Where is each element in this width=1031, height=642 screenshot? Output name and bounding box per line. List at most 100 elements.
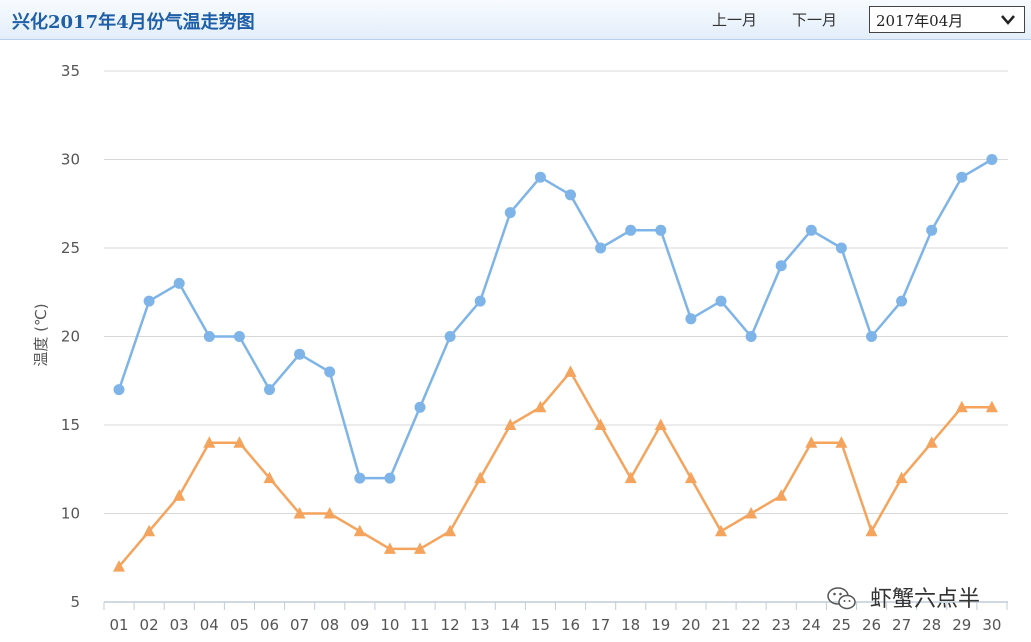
data-point-1 bbox=[203, 331, 215, 342]
data-point-2 bbox=[805, 436, 818, 448]
data-point-1 bbox=[504, 207, 516, 219]
data-point-2 bbox=[414, 542, 426, 554]
series-line-1 bbox=[117, 158, 993, 480]
data-point-1 bbox=[444, 331, 456, 342]
data-point-2 bbox=[233, 436, 246, 448]
data-point-2 bbox=[985, 400, 998, 413]
x-tick-label: 13 bbox=[471, 616, 490, 634]
data-point-1 bbox=[896, 295, 908, 307]
data-point-2 bbox=[504, 418, 517, 430]
data-point-1 bbox=[143, 295, 155, 307]
prev-month-link[interactable]: 上一月 bbox=[712, 11, 758, 29]
data-point-1 bbox=[233, 331, 245, 342]
y-axis-label: 温度 (℃) bbox=[32, 303, 50, 366]
x-tick-label: 17 bbox=[591, 616, 610, 634]
data-point-1 bbox=[866, 331, 877, 342]
data-point-1 bbox=[625, 224, 637, 236]
series-line-2 bbox=[118, 370, 992, 568]
temperature-chart: 5 10 15 20 25 30 35 01 02 03 04 05 06 07 08 09 10 11 12 13… bbox=[32, 62, 1008, 634]
x-tick-label: 24 bbox=[802, 616, 821, 634]
x-tick-label: 25 bbox=[832, 616, 851, 634]
y-tick-label: 30 bbox=[61, 151, 80, 169]
x-tick-label: 02 bbox=[140, 616, 159, 634]
data-point-1 bbox=[324, 366, 336, 378]
data-point-1 bbox=[414, 401, 426, 413]
data-point-2 bbox=[263, 471, 276, 484]
data-point-2 bbox=[594, 418, 607, 430]
data-point-1 bbox=[685, 313, 697, 325]
data-point-1 bbox=[835, 242, 847, 254]
month-select[interactable]: 2017年04月 bbox=[869, 6, 1025, 33]
data-point-2 bbox=[925, 436, 938, 448]
x-tick-label: 20 bbox=[681, 616, 700, 634]
y-tick-label: 20 bbox=[61, 328, 80, 346]
data-point-2 bbox=[654, 418, 667, 430]
data-point-1 bbox=[745, 331, 757, 342]
x-tick-label: 04 bbox=[200, 616, 219, 634]
y-tick-label: 5 bbox=[70, 593, 80, 611]
data-point-1 bbox=[926, 224, 938, 236]
data-point-2 bbox=[715, 524, 727, 537]
data-point-2 bbox=[534, 400, 547, 413]
month-select-value: 2017年04月 bbox=[876, 12, 964, 30]
x-tick-label: 10 bbox=[380, 616, 399, 634]
data-point-2 bbox=[143, 524, 156, 537]
data-point-1 bbox=[655, 224, 667, 236]
data-point-2 bbox=[624, 471, 637, 484]
data-point-1 bbox=[986, 154, 998, 165]
x-tick-label: 01 bbox=[109, 616, 128, 634]
x-tick-label: 18 bbox=[621, 616, 640, 634]
x-tick-label: 27 bbox=[892, 616, 911, 634]
y-tick-label: 35 bbox=[61, 62, 80, 80]
data-point-2 bbox=[745, 507, 758, 519]
data-point-2 bbox=[323, 507, 336, 519]
data-point-2 bbox=[865, 524, 878, 537]
data-point-1 bbox=[715, 295, 727, 307]
data-point-1 bbox=[474, 295, 486, 307]
watermark-text: 虾蟹六点半 bbox=[870, 587, 981, 612]
data-point-2 bbox=[474, 471, 487, 484]
data-point-2 bbox=[895, 471, 908, 484]
x-tick-label: 21 bbox=[711, 616, 730, 634]
x-tick-label: 14 bbox=[501, 616, 520, 634]
x-tick-label: 06 bbox=[260, 616, 279, 634]
data-point-2 bbox=[383, 542, 396, 554]
x-tick-label: 07 bbox=[290, 616, 309, 634]
chart-title: 兴化2017年4月份气温走势图 bbox=[12, 12, 255, 33]
data-point-1 bbox=[775, 260, 787, 272]
x-tick-label: 15 bbox=[531, 616, 550, 634]
data-point-1 bbox=[113, 384, 125, 396]
data-point-2 bbox=[955, 400, 968, 413]
data-point-1 bbox=[294, 348, 306, 360]
y-tick-label: 10 bbox=[61, 505, 80, 523]
data-point-1 bbox=[534, 171, 546, 183]
data-point-2 bbox=[113, 560, 125, 572]
x-tick-label: 12 bbox=[441, 616, 460, 634]
y-tick-label: 25 bbox=[61, 239, 80, 257]
data-point-1 bbox=[956, 171, 968, 183]
data-point-1 bbox=[173, 277, 185, 289]
x-tick-label: 05 bbox=[230, 616, 249, 634]
y-tick-label: 15 bbox=[61, 416, 80, 434]
x-tick-label: 19 bbox=[651, 616, 670, 634]
chevron-down-icon bbox=[1001, 15, 1015, 25]
data-point-1 bbox=[565, 189, 576, 201]
chart-header: 兴化2017年4月份气温走势图 上一月 下一月 2017年04月 bbox=[0, 0, 1031, 40]
data-point-1 bbox=[354, 472, 366, 484]
x-tick-label: 30 bbox=[982, 616, 1001, 634]
x-tick-label: 09 bbox=[350, 616, 369, 634]
data-point-2 bbox=[775, 489, 788, 501]
wechat-icon bbox=[827, 587, 856, 610]
data-point-2 bbox=[564, 365, 577, 377]
data-point-2 bbox=[203, 436, 216, 448]
data-point-2 bbox=[293, 507, 306, 519]
x-tick-label: 16 bbox=[561, 616, 580, 634]
data-point-2 bbox=[173, 489, 186, 501]
x-tick-label: 28 bbox=[922, 616, 941, 634]
x-tick-label: 03 bbox=[170, 616, 189, 634]
x-tick-label: 11 bbox=[410, 616, 429, 634]
data-point-1 bbox=[805, 224, 817, 236]
next-month-link[interactable]: 下一月 bbox=[792, 11, 838, 29]
data-point-1 bbox=[595, 242, 607, 254]
data-point-2 bbox=[835, 436, 848, 448]
